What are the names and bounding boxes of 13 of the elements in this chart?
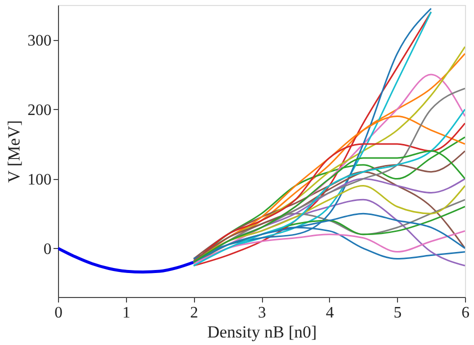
x-tick-label: 0 bbox=[54, 304, 62, 322]
x-tick-label: 1 bbox=[122, 304, 130, 322]
y-tick-label: 0 bbox=[44, 240, 52, 258]
y-tick-label: 300 bbox=[28, 32, 52, 50]
x-tick-label: 6 bbox=[462, 304, 470, 322]
x-tick-label: 2 bbox=[190, 304, 198, 322]
y-tick-label: 100 bbox=[28, 171, 52, 188]
y-tick-label: 200 bbox=[28, 102, 52, 119]
x-axis-title: Density nB [n0] bbox=[207, 322, 317, 342]
x-tick-label: 3 bbox=[258, 304, 266, 322]
x-tick-label: 5 bbox=[394, 304, 402, 322]
y-axis-title: V [MeV] bbox=[4, 120, 24, 183]
x-tick-label: 4 bbox=[326, 304, 334, 322]
